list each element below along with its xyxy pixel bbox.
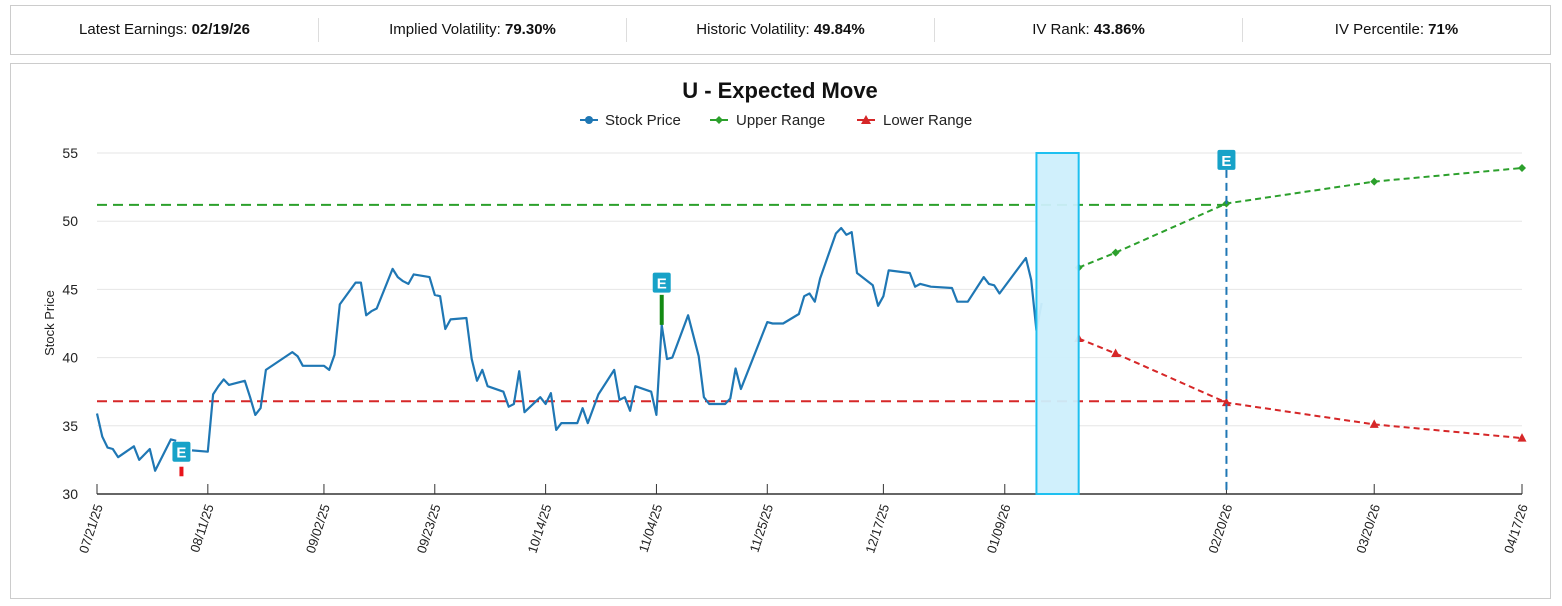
stat-iv-rank: IV Rank: 43.86% <box>935 18 1243 42</box>
upper-range-point <box>1370 177 1379 186</box>
diamond-marker-icon <box>715 116 723 124</box>
y-tick-label: 30 <box>62 486 78 502</box>
earnings-flag-label: E <box>657 276 667 293</box>
upper-range-point <box>1518 164 1526 173</box>
stat-iv-percentile: IV Percentile: 71% <box>1334 21 1459 38</box>
lower-range-point <box>1221 397 1231 407</box>
upper-range-point <box>1111 248 1120 257</box>
y-tick-label: 55 <box>62 145 78 161</box>
x-tick-label: 02/20/26 <box>1205 502 1235 555</box>
legend-stock-price[interactable]: Stock Price <box>580 112 681 129</box>
x-tick-label: 10/14/25 <box>525 502 555 555</box>
earnings-flag[interactable]: E <box>1217 149 1236 170</box>
stat-historic-volatility: Historic Volatility: 49.84% <box>627 18 935 42</box>
upper-range-line <box>1078 167 1523 269</box>
y-tick-label: 45 <box>62 281 78 297</box>
legend-upper-range[interactable]: Upper Range <box>710 112 825 129</box>
stats-bar: Latest Earnings: 02/19/26 Implied Volati… <box>10 5 1551 55</box>
earnings-move-bar <box>179 466 184 477</box>
earnings-flag[interactable]: E <box>652 272 671 293</box>
x-tick-label: 03/20/26 <box>1353 502 1383 555</box>
triangle-marker-icon <box>861 115 871 124</box>
earnings-flag[interactable]: E <box>172 441 191 462</box>
stock-price-line <box>95 226 1043 472</box>
chart-panel <box>10 63 1551 599</box>
earnings-flag-box <box>1217 149 1236 170</box>
x-tick-label: 09/23/25 <box>414 502 444 555</box>
x-tick-label: 09/02/25 <box>303 502 333 555</box>
circle-marker-icon <box>585 116 593 124</box>
x-tick-label: 01/09/26 <box>984 502 1014 555</box>
earnings-flag-label: E <box>176 445 186 462</box>
y-tick-label: 40 <box>62 350 78 366</box>
y-tick-label: 50 <box>62 213 78 229</box>
current-period-band <box>1035 152 1080 495</box>
lower-range-line <box>1078 337 1523 440</box>
y-axis-label: Stock Price <box>42 290 57 356</box>
x-tick-label: 07/21/25 <box>76 502 106 555</box>
svg-text:Upper Range: Upper Range <box>736 112 825 129</box>
stat-implied-volatility: Implied Volatility: 79.30% <box>319 18 627 42</box>
svg-text:Lower Range: Lower Range <box>883 112 972 129</box>
legend-lower-range[interactable]: Lower Range <box>857 112 972 129</box>
lower-range-point <box>1369 419 1379 428</box>
x-tick-label: 08/11/25 <box>187 502 217 554</box>
earnings-flag-label: E <box>1221 153 1231 170</box>
chart-title: U - Expected Move <box>682 78 878 103</box>
y-tick-label: 35 <box>62 418 78 434</box>
earnings-flag-box <box>172 441 191 462</box>
stat-latest-earnings: Latest Earnings: 02/19/26 <box>11 18 319 42</box>
legend: Stock Price Upper Range Lower Range <box>580 112 972 129</box>
svg-text:Stock Price: Stock Price <box>605 112 681 129</box>
x-tick-label: 04/17/26 <box>1501 502 1531 555</box>
x-tick-label: 12/17/25 <box>862 502 892 555</box>
x-tick-label: 11/25/25 <box>747 502 777 554</box>
earnings-move-bar <box>659 294 664 325</box>
lower-range-point <box>1111 348 1121 358</box>
earnings-flag-box <box>652 272 671 293</box>
x-tick-label: 11/04/25 <box>636 502 666 554</box>
lower-range-point <box>1517 433 1527 442</box>
